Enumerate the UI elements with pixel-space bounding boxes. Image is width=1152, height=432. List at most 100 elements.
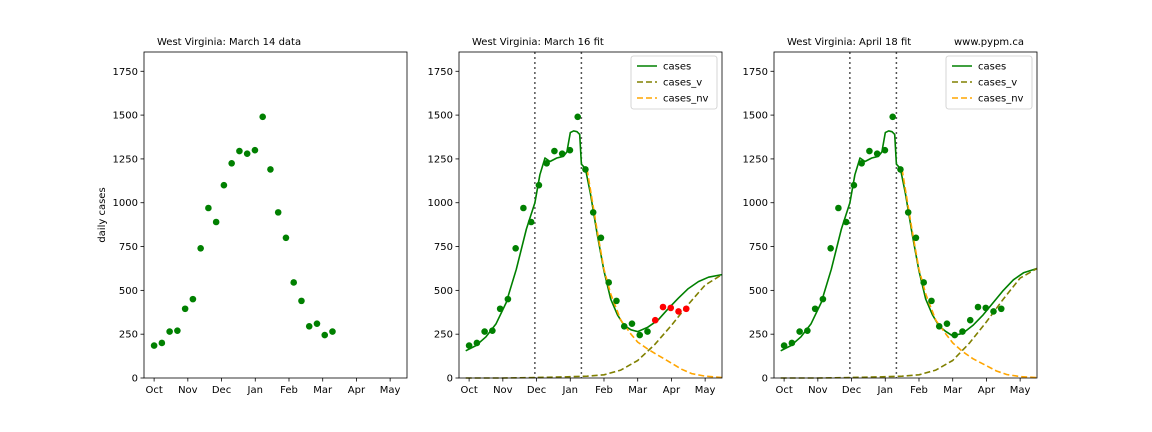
- series-line-cases-nv: [586, 169, 723, 379]
- data-point: [158, 339, 166, 347]
- y-tick-label: 1000: [113, 198, 138, 209]
- data-point: [321, 331, 329, 339]
- data-point: [313, 320, 321, 327]
- data-point: [290, 279, 298, 286]
- data-point: [166, 328, 173, 335]
- data-point: [974, 303, 982, 311]
- y-tick-label: 250: [434, 330, 453, 341]
- plot-frame: [458, 51, 723, 379]
- data-point: [943, 320, 951, 327]
- data-point: [597, 234, 605, 242]
- plot-frame: [143, 51, 408, 379]
- data-point: [243, 150, 251, 157]
- x-tick-label: Mar: [313, 385, 333, 396]
- data-point: [636, 331, 644, 339]
- data-point: [274, 209, 282, 216]
- data-point: [644, 328, 651, 335]
- x-tick-label: Dec: [842, 385, 861, 396]
- x-tick-label: Oct: [775, 385, 792, 396]
- y-tick-label: 1750: [428, 67, 453, 78]
- x-tick-label: Feb: [910, 385, 928, 396]
- data-point: [620, 322, 628, 330]
- x-tick-label: Feb: [595, 385, 613, 396]
- data-point: [788, 339, 796, 347]
- y-tick-label: 500: [749, 286, 768, 297]
- legend-label: cases_v: [663, 78, 702, 89]
- data-point: [796, 328, 803, 335]
- series-line-cases: [465, 130, 723, 352]
- data-point: [574, 113, 581, 121]
- y-tick-label: 500: [434, 286, 453, 297]
- data-point: [990, 308, 997, 315]
- data-point: [520, 204, 527, 212]
- data-point: [228, 159, 235, 167]
- x-tick-label: Jan: [247, 385, 263, 396]
- series-line-cases: [780, 130, 1038, 352]
- data-point: [613, 297, 620, 305]
- x-tick-label: Apr: [348, 385, 366, 396]
- data-point: [558, 150, 566, 157]
- data-point: [251, 146, 259, 154]
- data-point: [897, 166, 904, 173]
- legend-label: cases_v: [978, 78, 1017, 89]
- data-point: [465, 342, 473, 349]
- x-tick-label: Nov: [493, 385, 513, 396]
- data-point: [982, 304, 990, 312]
- y-tick-label: 1250: [743, 154, 768, 165]
- chart-title: West Virginia: March 14 data: [157, 37, 301, 48]
- series-line-cases-v: [465, 273, 723, 379]
- y-tick-label: 250: [749, 330, 768, 341]
- x-tick-label: Oct: [145, 385, 162, 396]
- y-tick-label: 1500: [113, 111, 138, 122]
- data-point: [904, 209, 912, 216]
- x-tick-label: Feb: [280, 385, 298, 396]
- data-point: [566, 146, 574, 154]
- data-point: [181, 305, 189, 313]
- data-point: [197, 245, 204, 252]
- data-point: [780, 342, 788, 349]
- data-point: [504, 295, 512, 303]
- data-point: [850, 181, 858, 189]
- data-point: [282, 234, 290, 242]
- data-point: [236, 147, 243, 155]
- data-point: [267, 166, 274, 173]
- series-line-cases-v: [780, 267, 1038, 379]
- x-tick-label: Apr: [663, 385, 681, 396]
- data-point: [628, 320, 636, 327]
- data-point: [928, 297, 935, 305]
- data-point: [305, 322, 313, 330]
- legend: cases cases_v cases_nv: [630, 55, 718, 110]
- data-point: [889, 113, 896, 121]
- chart-title: West Virginia: March 16 fit: [472, 37, 604, 48]
- data-point: [473, 339, 481, 347]
- x-tick-label: Dec: [212, 385, 231, 396]
- y-tick-label: 1750: [113, 67, 138, 78]
- data-point: [605, 279, 613, 286]
- data-point: [527, 218, 535, 226]
- legend-label: cases_nv: [663, 94, 709, 105]
- data-point: [959, 328, 966, 335]
- x-tick-label: May: [695, 385, 716, 396]
- y-axis-label: daily cases: [97, 187, 108, 242]
- data-point: [997, 305, 1005, 313]
- data-point: [935, 322, 943, 330]
- legend-label: cases_nv: [978, 94, 1024, 105]
- y-tick-label: 750: [434, 242, 453, 253]
- data-point: [512, 245, 519, 252]
- data-point: [259, 113, 266, 121]
- x-tick-label: Oct: [460, 385, 477, 396]
- x-tick-label: Jan: [877, 385, 893, 396]
- data-point: [298, 297, 305, 305]
- data-point: [811, 305, 819, 313]
- series-line-cases-nv: [901, 169, 1038, 379]
- data-point: [659, 303, 667, 311]
- y-tick-label: 0: [132, 374, 138, 385]
- data-point: [551, 147, 558, 155]
- x-tick-label: Mar: [628, 385, 648, 396]
- data-point: [835, 204, 842, 212]
- data-point: [842, 218, 850, 226]
- data-point: [220, 181, 228, 189]
- chart-title: West Virginia: April 18 fit: [787, 37, 911, 48]
- y-tick-label: 250: [119, 330, 138, 341]
